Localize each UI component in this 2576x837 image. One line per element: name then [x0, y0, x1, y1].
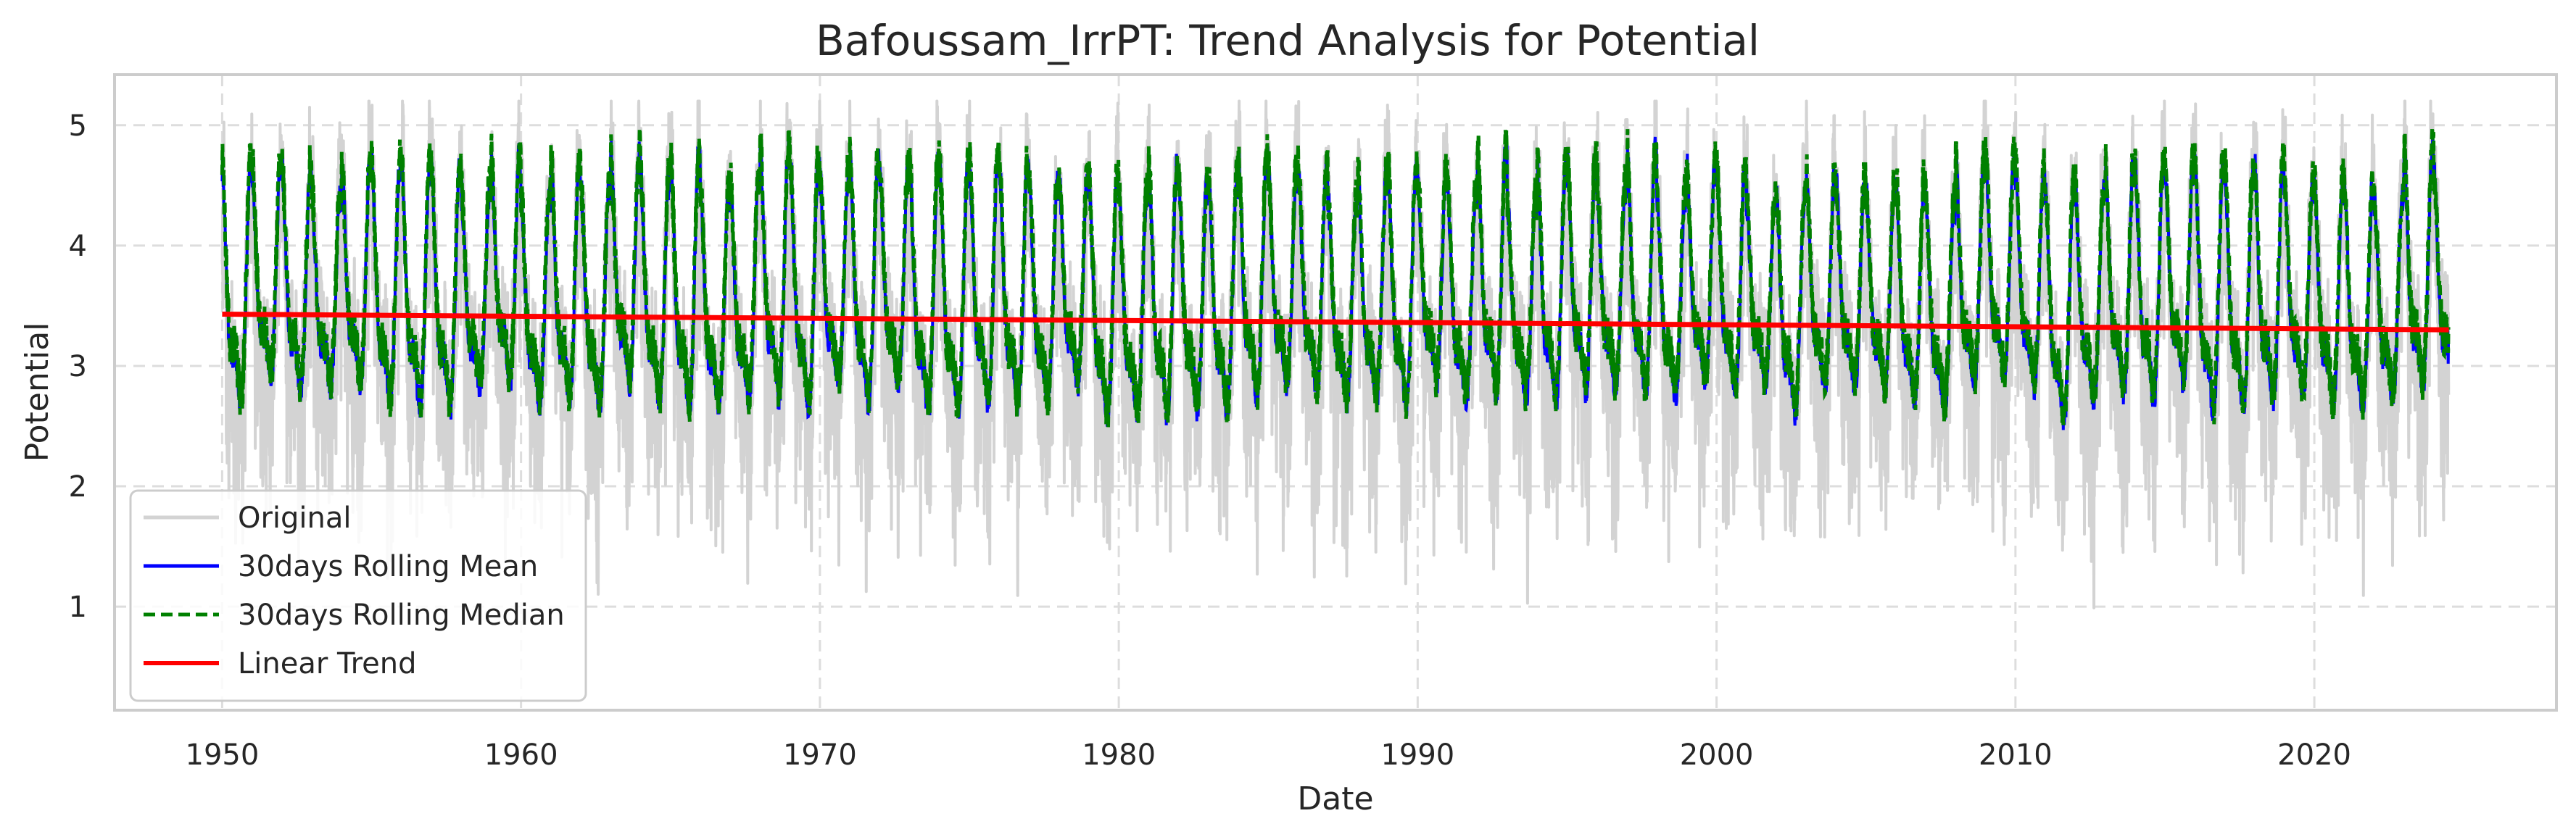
x-axis: 1950 1960 1970 1980 1990 2000 2010 2020 [186, 738, 2351, 772]
x-tick-label: 1970 [783, 738, 857, 772]
x-tick-label: 2010 [1979, 738, 2053, 772]
y-tick-label: 2 [69, 470, 87, 504]
series-original [220, 99, 2451, 609]
plot-area [220, 99, 2451, 609]
plot-frame [113, 73, 2558, 712]
y-axis: 1 2 3 4 5 [69, 109, 87, 624]
series-linear-trend [222, 312, 2449, 333]
series-line-linear-trend [222, 312, 2449, 333]
y-tick-label: 1 [69, 591, 87, 624]
x-tick-label: 2000 [1680, 738, 1754, 772]
x-axis-label: Date [1297, 780, 1373, 817]
series-line-rolling-median [220, 127, 2451, 428]
legend-box [129, 489, 587, 702]
legend-label-original: Original [238, 501, 352, 535]
x-tick-label: 2020 [2277, 738, 2351, 772]
y-axis-label: Potential [19, 322, 56, 462]
x-tick-label: 1980 [1082, 738, 1156, 772]
chart-title: Bafoussam_IrrPT: Trend Analysis for Pote… [816, 16, 1760, 65]
y-tick-label: 5 [69, 109, 87, 143]
x-tick-label: 1960 [484, 738, 558, 772]
y-tick-label: 4 [69, 230, 87, 263]
series-rolling-median [220, 127, 2451, 428]
series-line-original [220, 99, 2451, 609]
legend-label-rolling-mean: 30days Rolling Mean [238, 550, 538, 583]
legend-label-linear-trend: Linear Trend [238, 647, 417, 680]
legend: Original 30days Rolling Mean 30days Roll… [129, 489, 587, 702]
x-tick-label: 1990 [1380, 738, 1454, 772]
legend-label-rolling-median: 30days Rolling Median [238, 599, 565, 632]
x-tick-label: 1950 [186, 738, 260, 772]
y-tick-label: 3 [69, 350, 87, 383]
